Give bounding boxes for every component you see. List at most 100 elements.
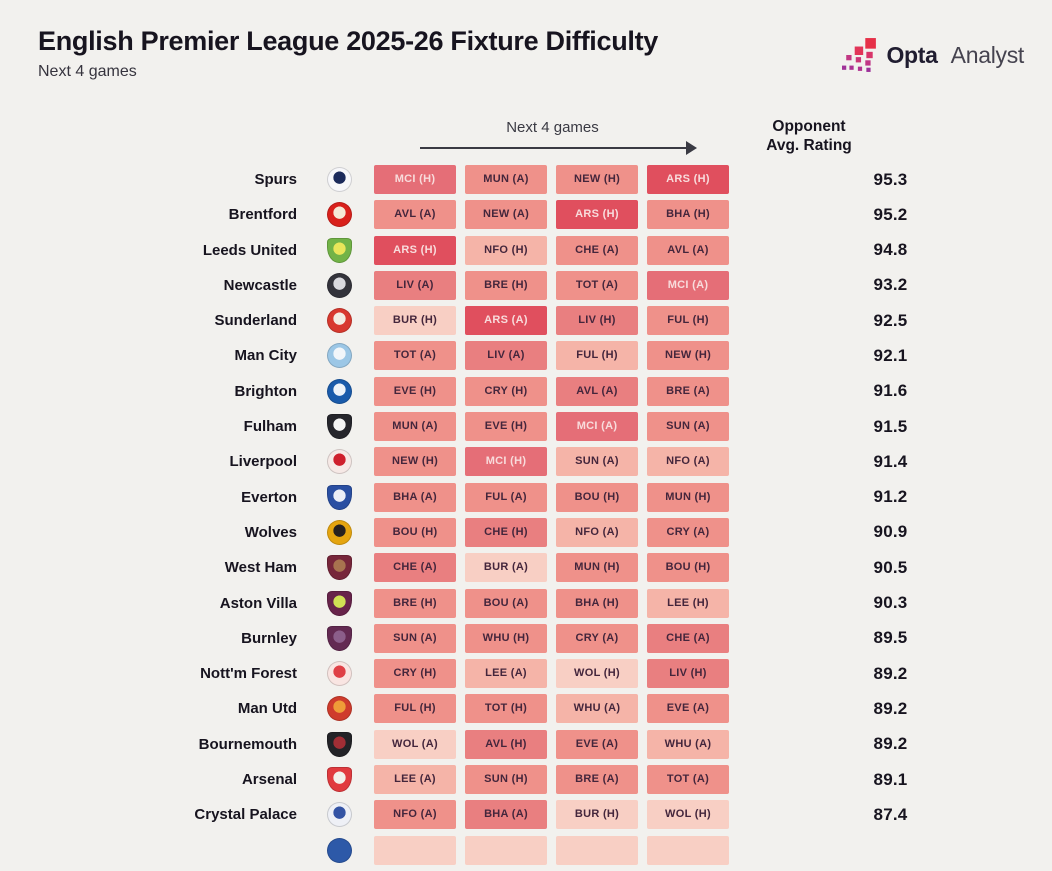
team-crest xyxy=(305,767,374,793)
fixture-cell: BHA (A) xyxy=(374,482,456,512)
opponent-avg-rating: 89.5 xyxy=(873,628,908,648)
fixture-cell: CHE (A) xyxy=(374,553,456,583)
fixture-cell: EVE (A) xyxy=(647,694,729,724)
fixture-cell: LEE (A) xyxy=(374,765,456,795)
table-row: Arsenal LEE (A) SUN (H) BRE (A) TOT (A) 89.1 xyxy=(0,765,1052,795)
fixture-cell: WOL (A) xyxy=(374,729,456,759)
fixture-cell: LIV (A) xyxy=(374,270,456,300)
fixture-cell: NEW (H) xyxy=(556,165,638,194)
fixture-cell: CHE (H) xyxy=(465,517,547,547)
fixture-cells: FUL (H) TOT (H) WHU (A) EVE (A) xyxy=(374,694,729,724)
fixture-cells: CHE (A) BUR (A) MUN (H) BOU (H) xyxy=(374,553,729,583)
fixture-cells: EVE (H) CRY (H) AVL (A) BRE (A) xyxy=(374,376,729,406)
opponent-avg-rating: 90.3 xyxy=(873,593,908,613)
fixture-cell: BUR (H) xyxy=(374,306,456,336)
team-crest-icon xyxy=(327,308,352,334)
team-crest-icon xyxy=(327,237,352,263)
table-row: Man Utd FUL (H) TOT (H) WHU (A) EVE (A) 89.2 xyxy=(0,694,1052,724)
fixture-cell: BUR (H) xyxy=(556,800,638,830)
opta-dots-icon xyxy=(842,38,878,72)
team-crest xyxy=(305,343,374,369)
fixture-cells: BRE (H) BOU (A) BHA (H) LEE (H) xyxy=(374,588,729,618)
opponent-avg-rating: 89.2 xyxy=(873,663,908,683)
fixture-cells: MUN (A) EVE (H) MCI (A) SUN (A) xyxy=(374,412,729,442)
fixture-cell: FUL (H) xyxy=(556,341,638,371)
team-crest xyxy=(305,378,374,404)
team-name: Man Utd xyxy=(237,700,297,718)
team-crest xyxy=(305,590,374,616)
opponent-avg-rating-header: Opponent Avg. Rating xyxy=(729,117,889,155)
team-crest-icon xyxy=(327,731,352,757)
fixture-cell: SUN (A) xyxy=(556,447,638,477)
table-row: Fulham MUN (A) EVE (H) MCI (A) SUN (A) 91.5 xyxy=(0,412,1052,442)
fixture-cells: ARS (H) NFO (H) CHE (A) AVL (A) xyxy=(374,235,729,265)
table-row: Burnley SUN (A) WHU (H) CRY (A) CHE (A) 89.5 xyxy=(0,623,1052,653)
team-crest xyxy=(305,202,374,228)
fixture-cell: LIV (A) xyxy=(465,341,547,371)
fixture-cell: NEW (A) xyxy=(465,200,547,230)
team-crest-icon xyxy=(327,343,352,369)
next-4-games-column-header: Next 4 games xyxy=(506,119,599,136)
fixture-cell: EVE (H) xyxy=(465,412,547,442)
team-crest xyxy=(305,167,374,192)
fixture-cell: FUL (A) xyxy=(465,482,547,512)
opponent-avg-rating: 95.2 xyxy=(873,204,908,224)
team-crest xyxy=(305,484,374,510)
fixture-cells: SUN (A) WHU (H) CRY (A) CHE (A) xyxy=(374,623,729,653)
team-name: Man City xyxy=(234,347,297,365)
fixture-cell: BOU (H) xyxy=(647,553,729,583)
fixture-cell: NFO (H) xyxy=(465,235,547,265)
fixture-cell: LEE (H) xyxy=(647,588,729,618)
team-crest-icon xyxy=(327,449,352,475)
team-name: Aston Villa xyxy=(219,594,297,612)
opponent-avg-rating: 92.5 xyxy=(873,310,908,330)
fixture-cell: SUN (H) xyxy=(465,765,547,795)
fixture-cell: TOT (A) xyxy=(374,341,456,371)
fixture-cell: CHE (A) xyxy=(647,623,729,653)
fixture-cell: LEE (A) xyxy=(465,659,547,689)
table-row: Wolves BOU (H) CHE (H) NFO (A) CRY (A) 90.9 xyxy=(0,517,1052,547)
team-crest xyxy=(305,519,374,545)
opponent-avg-rating: 89.2 xyxy=(873,734,908,754)
team-crest-icon xyxy=(327,484,352,510)
logo-opta-text: Opta xyxy=(886,41,938,68)
opponent-avg-rating: 92.1 xyxy=(873,345,908,365)
table-row: Brentford AVL (A) NEW (A) ARS (H) BHA (H) 95.… xyxy=(0,200,1052,230)
fixture-cell: FUL (H) xyxy=(374,694,456,724)
table-row: Spurs MCI (H) MUN (A) NEW (H) ARS (H) 95.3 xyxy=(0,165,1052,194)
fixture-cell: ARS (H) xyxy=(647,165,729,194)
fixture-cell: CHE (A) xyxy=(556,235,638,265)
logo-analyst-text: Analyst xyxy=(950,41,1025,68)
fixture-cell: NEW (H) xyxy=(374,447,456,477)
fixture-cells: BOU (H) CHE (H) NFO (A) CRY (A) xyxy=(374,517,729,547)
team-crest xyxy=(305,414,374,440)
fixture-cells: LIV (A) BRE (H) TOT (A) MCI (A) xyxy=(374,270,729,300)
team-name: Crystal Palace xyxy=(194,806,297,824)
opponent-avg-rating: 91.2 xyxy=(873,487,908,507)
opponent-avg-rating: 91.5 xyxy=(873,416,908,436)
fixture-cell: CRY (A) xyxy=(647,517,729,547)
team-crest-icon xyxy=(327,696,352,722)
fixture-cell: BRE (A) xyxy=(647,376,729,406)
team-name: Fulham xyxy=(243,418,297,436)
team-name: Brighton xyxy=(234,382,297,400)
fixture-cell: NFO (A) xyxy=(556,517,638,547)
team-crest xyxy=(305,731,374,757)
fixture-cell: ARS (H) xyxy=(556,200,638,230)
fixture-cell: MCI (A) xyxy=(556,412,638,442)
fixture-cell: SUN (A) xyxy=(647,412,729,442)
fixture-cell: MUN (H) xyxy=(647,482,729,512)
fixture-cell: WHU (A) xyxy=(647,729,729,759)
table-row: Newcastle LIV (A) BRE (H) TOT (A) MCI (A) 93.… xyxy=(0,270,1052,300)
team-crest xyxy=(305,237,374,263)
opponent-avg-rating: 89.2 xyxy=(873,698,908,718)
fixture-cell: EVE (A) xyxy=(556,729,638,759)
fixture-cell: BRE (A) xyxy=(556,765,638,795)
fixture-cell: AVL (A) xyxy=(647,235,729,265)
next-4-games-arrowhead-icon xyxy=(686,141,697,155)
opponent-avg-rating: 95.3 xyxy=(873,169,908,189)
table-row: Sunderland BUR (H) ARS (A) LIV (H) FUL (H) 92… xyxy=(0,306,1052,336)
table-row: West Ham CHE (A) BUR (A) MUN (H) BOU (H) 90.5 xyxy=(0,553,1052,583)
page-subtitle: Next 4 games xyxy=(38,63,137,80)
fixture-cell: NEW (H) xyxy=(647,341,729,371)
